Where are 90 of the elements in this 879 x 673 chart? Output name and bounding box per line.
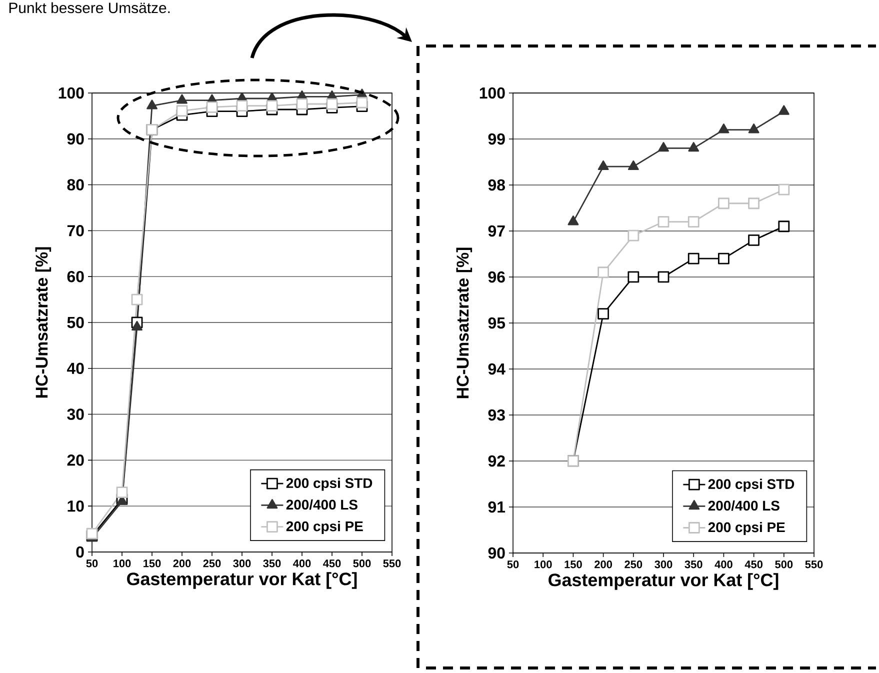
- legend-label: 200/400 LS: [286, 499, 358, 510]
- x-axis-title: Gastemperatur vor Kat [°C]: [548, 573, 778, 590]
- x-tick-label: 200: [594, 560, 612, 568]
- point: [296, 98, 308, 110]
- x-tick-label: 300: [654, 560, 672, 568]
- y-tick-label: 100: [480, 87, 505, 99]
- point: [206, 102, 218, 113]
- x-tick-label: 200: [173, 560, 191, 568]
- point: [598, 308, 610, 320]
- x-tick-label: 150: [564, 560, 582, 568]
- y-tick-label: 99: [488, 133, 505, 145]
- x-tick-label: 350: [263, 560, 281, 568]
- point: [718, 124, 730, 134]
- y-axis-title: HC-Umsatzrate [%]: [456, 248, 472, 398]
- y-axis-title: HC-Umsatzrate [%]: [35, 247, 52, 398]
- y-tick-label: 90: [488, 547, 505, 559]
- y-tick-label: 100: [58, 87, 84, 99]
- x-tick-label: 150: [144, 560, 161, 568]
- point: [748, 234, 760, 246]
- x-tick-label: 500: [353, 560, 371, 568]
- x-tick-label: 550: [805, 560, 823, 568]
- y-tick-label: 20: [67, 454, 84, 466]
- legend-label: 200/400 LS: [708, 500, 780, 511]
- x-tick-label: 350: [684, 560, 702, 568]
- x-tick-label: 100: [114, 560, 131, 568]
- x-tick-label: 250: [624, 560, 642, 568]
- y-tick-label: 30: [67, 408, 84, 420]
- y-tick-label: 60: [67, 270, 84, 282]
- point: [176, 105, 188, 117]
- point: [131, 294, 143, 306]
- point: [598, 266, 610, 278]
- x-tick-label: 550: [383, 560, 401, 568]
- point: [748, 198, 760, 210]
- x-tick-label: 450: [323, 560, 341, 568]
- y-tick-label: 95: [488, 317, 506, 329]
- point: [688, 142, 700, 152]
- point: [568, 216, 579, 226]
- legend-label: 200 cpsi STD: [708, 478, 794, 492]
- x-tick-label: 300: [233, 560, 251, 568]
- point: [146, 100, 158, 110]
- y-tick-label: 97: [488, 225, 505, 237]
- point: [628, 230, 640, 242]
- point: [116, 486, 128, 498]
- y-tick-label: 94: [488, 363, 506, 375]
- y-tick-label: 40: [66, 362, 84, 374]
- y-tick-label: 70: [67, 225, 84, 236]
- legend-label: 200 cpsi PE: [708, 522, 785, 535]
- point: [718, 198, 730, 210]
- y-tick-label: 93: [488, 409, 505, 421]
- point: [86, 528, 98, 540]
- x-tick-label: 50: [86, 560, 98, 568]
- y-tick-label: 80: [67, 179, 84, 190]
- y-tick-label: 0: [76, 546, 84, 558]
- point: [658, 142, 669, 152]
- point: [658, 216, 670, 228]
- point: [778, 184, 790, 196]
- y-tick-label: 98: [488, 179, 505, 191]
- x-tick-label: 50: [507, 560, 519, 568]
- x-tick-label: 450: [744, 560, 762, 568]
- text: Punkt bessere Umsätze.: [9, 2, 170, 14]
- point: [598, 160, 609, 170]
- legend-label: 200 cpsi PE: [286, 520, 363, 534]
- point: [236, 100, 248, 112]
- point: [778, 105, 790, 115]
- y-tick-label: 90: [67, 133, 84, 145]
- point: [688, 216, 700, 228]
- y-tick-label: 10: [68, 500, 84, 512]
- point: [748, 124, 760, 134]
- x-tick-label: 400: [293, 560, 311, 568]
- x-tick-label: 500: [775, 560, 793, 568]
- point: [176, 94, 188, 104]
- point: [132, 320, 142, 331]
- x-tick-label: 400: [714, 560, 732, 568]
- point: [628, 271, 640, 283]
- point: [778, 220, 790, 232]
- point: [628, 160, 639, 170]
- y-tick-label: 96: [488, 271, 505, 283]
- x-tick-label: 250: [203, 560, 221, 568]
- x-axis-title: Gastemperatur vor Kat [°C]: [127, 572, 357, 589]
- point: [326, 98, 338, 110]
- point: [356, 96, 368, 108]
- y-tick-label: 50: [67, 316, 84, 328]
- x-tick-label: 100: [534, 560, 552, 568]
- point: [266, 100, 278, 112]
- point: [688, 252, 700, 264]
- y-tick-label: 91: [488, 501, 506, 513]
- y-tick-label: 92: [488, 455, 505, 467]
- point: [658, 271, 670, 283]
- point: [718, 252, 730, 264]
- legend-label: 200 cpsi STD: [286, 478, 372, 491]
